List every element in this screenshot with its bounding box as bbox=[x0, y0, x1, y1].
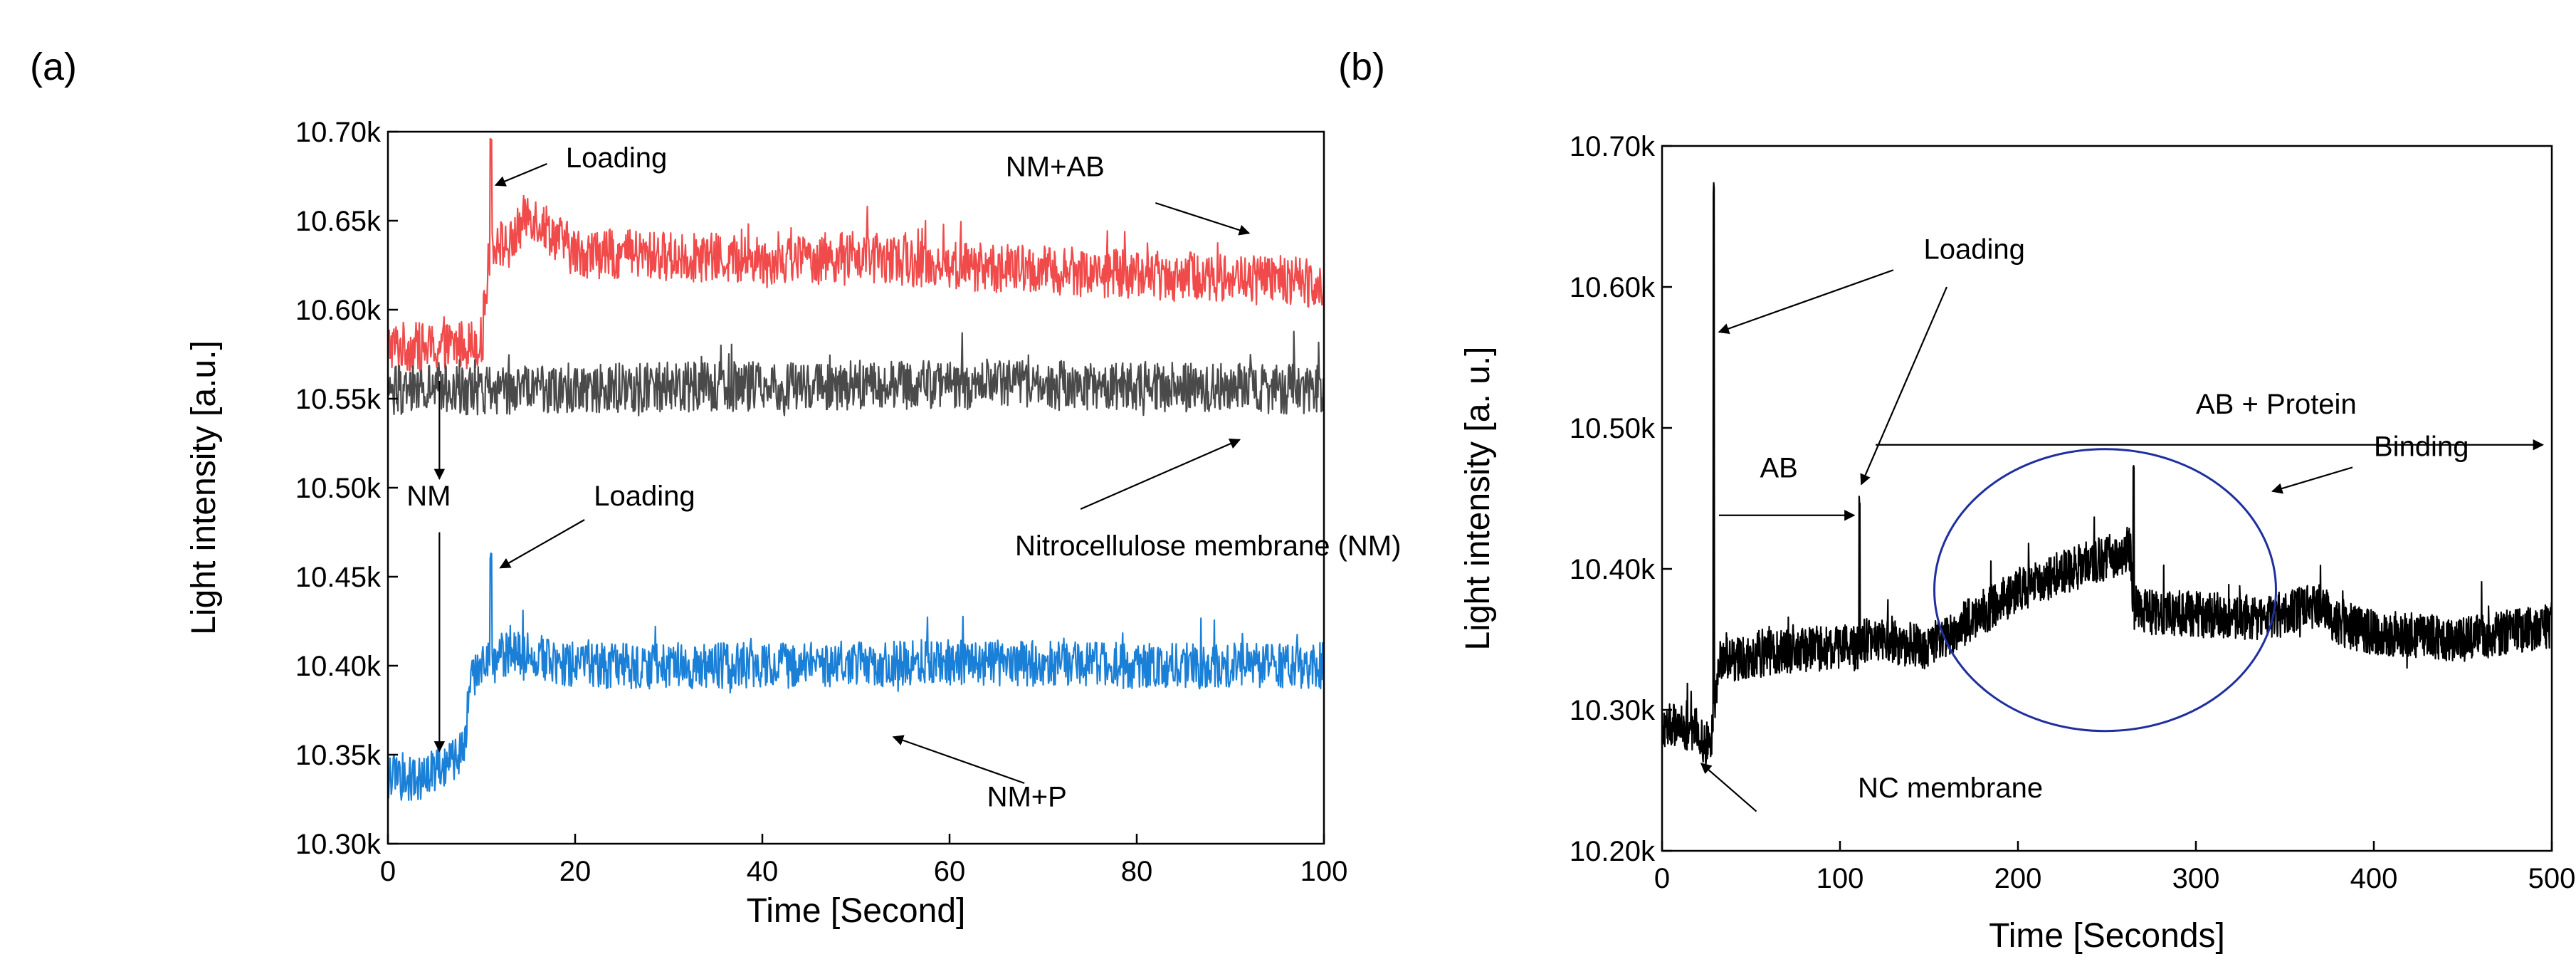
annotation-label: Binding bbox=[2374, 431, 2469, 463]
x-tick-label: 100 bbox=[1300, 856, 1348, 887]
annotation-label: Loading bbox=[594, 481, 695, 512]
series-line-light-intensity bbox=[1662, 182, 2552, 767]
x-tick-label: 100 bbox=[1817, 863, 1864, 894]
y-tick-label: 10.70k bbox=[295, 117, 382, 148]
series-line-nitrocellulose-membrane-nm bbox=[388, 330, 1324, 417]
plot-area-a bbox=[388, 137, 1324, 801]
y-tick-label: 10.50k bbox=[1570, 413, 1656, 444]
plot-frame bbox=[387, 130, 1325, 845]
x-tick-label: 60 bbox=[934, 856, 966, 887]
axis-ticks-a: 0 20 40 60 80 100 10.30k 10.35k 10.40k 10.45k 10.5… bbox=[295, 117, 1347, 887]
x-tick-label: 20 bbox=[559, 856, 592, 887]
chart-panel-a: 0 20 40 60 80 100 10.30k 10.35k 10.40k 10.45k 10.5… bbox=[185, 117, 1401, 930]
y-tick-label: 10.60k bbox=[295, 295, 382, 326]
y-tick-label: 10.40k bbox=[295, 651, 382, 682]
y-tick-label: 10.30k bbox=[295, 829, 382, 860]
x-tick-label: 300 bbox=[2172, 863, 2220, 894]
annotations-a: Loading NM+AB NM Loading Nitrocellulose memb… bbox=[406, 142, 1401, 813]
annotation-label: NC membrane bbox=[1858, 773, 2043, 804]
annotation-label: NM bbox=[406, 481, 451, 512]
annotation-label: Nitrocellulose membrane (NM) bbox=[1015, 530, 1401, 562]
x-tick-label: 0 bbox=[380, 856, 396, 887]
annotation-arrow bbox=[1080, 438, 1241, 511]
y-tick-label: 10.55k bbox=[295, 384, 382, 415]
plot-area-b bbox=[1662, 182, 2552, 767]
x-tick-label: 0 bbox=[1654, 863, 1670, 894]
annotation-arrow bbox=[2271, 466, 2353, 494]
panel-label-a: (a) bbox=[30, 46, 77, 88]
y-axis-label-b: Light intensity [a. u.] bbox=[1459, 347, 1497, 651]
y-tick-label: 10.30k bbox=[1570, 695, 1656, 726]
y-tick-label: 10.20k bbox=[1570, 836, 1656, 867]
series-line-nm-ab bbox=[388, 137, 1324, 373]
y-axis-label-a: Light intensity [a.u.] bbox=[185, 340, 223, 635]
annotation-arrow bbox=[1860, 286, 1948, 486]
annotation-arrow bbox=[1718, 269, 1894, 334]
y-tick-label: 10.70k bbox=[1570, 131, 1656, 162]
annotation-arrow bbox=[892, 735, 1025, 785]
x-tick-label: 400 bbox=[2350, 863, 2398, 894]
chart-panel-b: 0 100 200 300 400 500 10.20k 10.30k 10.40k 10.50k… bbox=[1459, 131, 2575, 955]
annotation-arrow bbox=[1700, 763, 1757, 812]
panel-label-b: (b) bbox=[1338, 46, 1385, 88]
y-tick-label: 10.45k bbox=[295, 562, 382, 593]
x-axis-label-b: Time [Seconds] bbox=[1989, 917, 2225, 955]
x-tick-label: 500 bbox=[2528, 863, 2576, 894]
annotation-label: AB bbox=[1760, 452, 1798, 483]
annotation-label: NM+P bbox=[987, 782, 1067, 813]
y-tick-label: 10.60k bbox=[1570, 272, 1656, 303]
annotation-arrow bbox=[499, 519, 585, 569]
annotation-label: AB + Protein bbox=[2196, 389, 2357, 420]
x-tick-label: 80 bbox=[1121, 856, 1153, 887]
plot-frame bbox=[1661, 145, 2553, 852]
annotation-label: Loading bbox=[566, 142, 667, 174]
axis-ticks-b: 0 100 200 300 400 500 10.20k 10.30k 10.40k 10.50k… bbox=[1570, 131, 2575, 894]
y-tick-label: 10.40k bbox=[1570, 554, 1656, 585]
x-tick-label: 200 bbox=[1994, 863, 2042, 894]
y-tick-label: 10.35k bbox=[295, 740, 382, 771]
x-tick-label: 40 bbox=[747, 856, 779, 887]
annotation-label: Loading bbox=[1924, 234, 2025, 265]
series-line-nm-p bbox=[388, 552, 1324, 801]
annotation-arrow bbox=[1155, 201, 1251, 236]
binding-ellipse bbox=[1933, 448, 2277, 733]
annotation-arrow bbox=[494, 162, 547, 187]
y-tick-label: 10.50k bbox=[295, 473, 382, 504]
annotation-label: NM+AB bbox=[1006, 152, 1105, 183]
x-axis-label-a: Time [Second] bbox=[747, 892, 966, 930]
annotations-b: Loading AB + Protein AB Binding NC membrane bbox=[1700, 234, 2545, 812]
y-tick-label: 10.65k bbox=[295, 206, 382, 237]
